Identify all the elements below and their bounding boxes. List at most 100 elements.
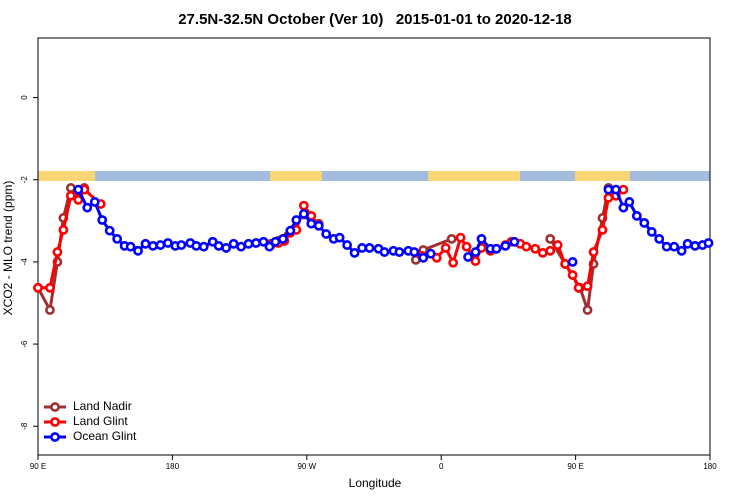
x-tick-label: 0 bbox=[439, 462, 444, 471]
y-axis-label: XCO2 - MLO trend (ppm) bbox=[1, 181, 15, 316]
data-point bbox=[646, 227, 657, 237]
data-point bbox=[65, 183, 76, 193]
data-point bbox=[306, 218, 317, 229]
data-point bbox=[603, 184, 614, 195]
data-point bbox=[631, 210, 642, 221]
data-point bbox=[264, 241, 275, 252]
y-tick-label: 0 bbox=[20, 95, 29, 100]
data-point bbox=[334, 232, 345, 243]
data-point bbox=[148, 240, 158, 251]
data-point bbox=[379, 247, 390, 257]
data-point bbox=[521, 241, 532, 252]
data-point bbox=[394, 247, 405, 257]
data-point bbox=[440, 243, 451, 253]
data-point bbox=[545, 233, 556, 244]
data-point bbox=[639, 217, 650, 228]
legend-swatch bbox=[50, 402, 60, 412]
data-point bbox=[545, 245, 556, 256]
data-point bbox=[33, 282, 43, 293]
data-point bbox=[270, 236, 281, 247]
data-point bbox=[470, 256, 481, 266]
data-point bbox=[682, 238, 693, 249]
legend-swatch bbox=[50, 432, 60, 442]
data-point bbox=[418, 252, 429, 263]
data-point bbox=[597, 224, 608, 235]
data-point bbox=[476, 233, 487, 244]
data-point bbox=[228, 238, 239, 249]
data-point bbox=[298, 208, 309, 219]
data-point bbox=[461, 241, 472, 252]
data-point bbox=[500, 240, 511, 251]
data-point bbox=[491, 243, 502, 254]
data-point bbox=[251, 238, 261, 248]
data-point bbox=[409, 247, 420, 257]
data-point bbox=[342, 240, 353, 250]
data-point bbox=[470, 247, 481, 257]
data-point bbox=[573, 282, 584, 293]
data-point bbox=[618, 184, 629, 195]
y-tick-label: -4 bbox=[20, 258, 29, 266]
data-point bbox=[669, 241, 680, 252]
data-point bbox=[104, 225, 115, 236]
data-point bbox=[567, 257, 578, 267]
data-point bbox=[603, 192, 614, 203]
data-point bbox=[509, 236, 520, 247]
data-point bbox=[624, 197, 635, 207]
data-point bbox=[703, 238, 714, 248]
data-point bbox=[291, 215, 302, 225]
x-tick-label: 90 E bbox=[567, 462, 583, 471]
data-point bbox=[530, 243, 541, 254]
legend-label: Land Nadir bbox=[73, 399, 132, 413]
land-mask-strip bbox=[38, 171, 710, 181]
legend-label: Land Glint bbox=[73, 414, 128, 428]
data-point bbox=[236, 241, 246, 252]
data-point bbox=[690, 240, 700, 251]
data-point bbox=[140, 238, 151, 249]
data-point bbox=[588, 247, 599, 257]
x-tick-label: 180 bbox=[703, 462, 717, 471]
x-tick-label: 90 W bbox=[297, 462, 316, 471]
data-point bbox=[582, 305, 593, 315]
data-point bbox=[455, 232, 466, 243]
data-point bbox=[446, 233, 457, 244]
data-point bbox=[537, 247, 548, 258]
data-point bbox=[191, 240, 202, 251]
data-point bbox=[97, 215, 108, 225]
data-point bbox=[298, 200, 309, 211]
data-point bbox=[567, 270, 578, 280]
data-point bbox=[285, 225, 296, 236]
data-point bbox=[278, 233, 288, 244]
data-point bbox=[89, 197, 100, 207]
data-point bbox=[463, 252, 473, 262]
chart-title: 27.5N-32.5N October (Ver 10) 2015-01-01 … bbox=[178, 11, 572, 28]
y-tick-label: -2 bbox=[20, 176, 29, 184]
data-point bbox=[618, 202, 629, 213]
x-tick-label: 180 bbox=[166, 462, 180, 471]
data-point bbox=[357, 243, 367, 253]
y-tick-label: -8 bbox=[20, 422, 29, 430]
data-point bbox=[321, 229, 332, 239]
data-point bbox=[221, 243, 232, 253]
data-point bbox=[176, 240, 187, 250]
data-point bbox=[155, 240, 166, 250]
data-point bbox=[552, 240, 563, 250]
data-point bbox=[73, 184, 84, 195]
data-point bbox=[45, 305, 55, 315]
data-point bbox=[560, 259, 571, 269]
y-tick-label: -6 bbox=[20, 340, 29, 348]
data-point bbox=[125, 241, 136, 252]
data-point bbox=[676, 245, 687, 256]
data-point bbox=[654, 233, 665, 244]
data-point bbox=[213, 240, 224, 251]
data-point bbox=[58, 224, 69, 235]
data-point bbox=[349, 247, 360, 258]
x-tick-label: 90 E bbox=[30, 462, 46, 471]
data-point bbox=[133, 245, 143, 256]
legend-swatch bbox=[50, 417, 60, 427]
data-point bbox=[448, 257, 459, 268]
data-point bbox=[52, 247, 63, 257]
x-axis-label: Longitude bbox=[349, 476, 402, 490]
data-point bbox=[611, 184, 621, 195]
data-point bbox=[198, 241, 209, 252]
